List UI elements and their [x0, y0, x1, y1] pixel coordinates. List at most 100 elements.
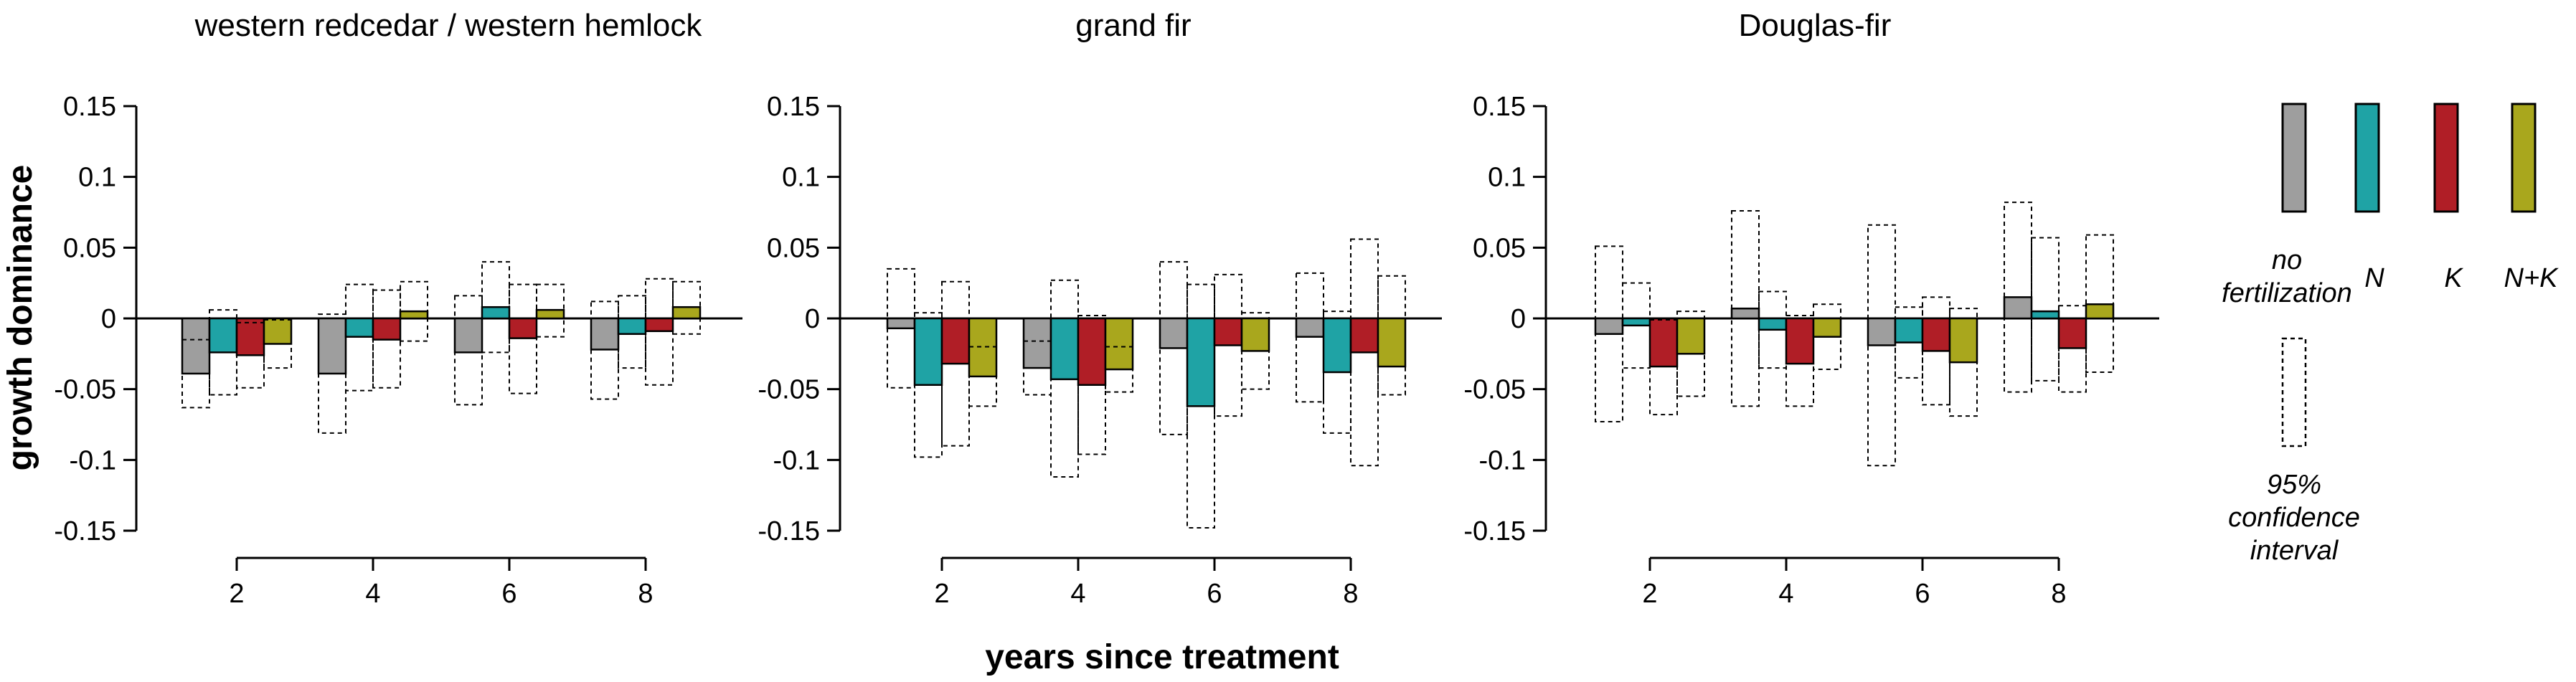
bar-NK-x6	[1240, 317, 1270, 352]
ci-N-x6	[1186, 283, 1215, 529]
y-axis-title: growth dominance	[1, 165, 39, 471]
ci-none-x8	[590, 300, 619, 400]
legend-ci-label: 95%	[2267, 470, 2321, 500]
x-tick-label: 8	[2051, 579, 2066, 609]
ci-NK-x4	[1105, 346, 1133, 393]
bar-N-x6	[1894, 317, 1924, 344]
y-tick-label: 0.1	[782, 163, 820, 193]
bar-none-x8	[2003, 296, 2033, 320]
ci-K-x4	[372, 289, 401, 389]
bar-K-x8	[644, 317, 674, 333]
y-tick-label: -0.15	[54, 516, 116, 546]
ci-K-x2	[236, 321, 265, 389]
legend-swatch-NK	[2511, 103, 2537, 213]
chart-panels: western redcedar / western hemlock 0.15 0.…	[54, 8, 2159, 609]
x-tick-label: 8	[1343, 579, 1358, 609]
ci-NK-x4	[1813, 303, 1841, 371]
bar-NK-x6	[535, 308, 565, 320]
bar-none-x6	[1867, 317, 1897, 346]
legend-swatch-N	[2354, 103, 2380, 213]
bar-none-x2	[1594, 317, 1624, 335]
bar-N-x2	[208, 317, 238, 354]
bar-K-x2	[940, 317, 971, 365]
legend-swatch-K	[2433, 103, 2459, 213]
bar-none-x4	[317, 317, 347, 375]
bar-NK-x2	[1676, 317, 1706, 355]
y-tick-label: 0.15	[63, 92, 116, 122]
x-tick-label: 2	[229, 579, 244, 609]
bar-K-x2	[1648, 317, 1679, 368]
bar-none-x2	[181, 317, 211, 375]
bar-N-x8	[1322, 317, 1352, 374]
ci-none-x4	[1731, 210, 1760, 407]
panel-2: grand fir 0.15 0.1 0.05 0 -0.05 -0.1 -0.15 2 4 6 8	[758, 8, 1442, 609]
bar-NK-x2	[263, 317, 293, 345]
y-tick-label: -0.1	[70, 445, 116, 475]
legend-label-K: K	[2444, 263, 2463, 293]
legend-ci-label: confidence	[2228, 503, 2360, 533]
ci-none-x2	[887, 267, 915, 389]
ci-N-x6	[481, 261, 510, 354]
panel-1: western redcedar / western hemlock 0.15 0.…	[54, 8, 742, 609]
ci-N-x6	[1895, 306, 1923, 379]
y-tick-label: -0.1	[773, 445, 820, 475]
ci-N-x4	[1050, 279, 1079, 478]
bar-none-x8	[590, 317, 620, 351]
ci-N-x2	[914, 312, 943, 458]
ci-K-x8	[2058, 305, 2087, 393]
ci-NK-x8	[1377, 275, 1406, 396]
bar-N-x2	[1621, 317, 1651, 327]
legend-label-none: fertilization	[2222, 278, 2352, 308]
bar-NK-x4	[1812, 317, 1842, 338]
bar-K-x6	[508, 317, 538, 339]
x-tick-label: 6	[1915, 579, 1930, 609]
bar-NK-x6	[1948, 317, 1978, 364]
ci-NK-x6	[1241, 312, 1270, 390]
y-tick-label: 0.05	[767, 233, 820, 263]
bar-NK-x8	[1377, 317, 1407, 368]
bar-K-x2	[235, 317, 265, 356]
legend-swatch-none	[2281, 103, 2307, 213]
bar-N-x4	[1758, 317, 1788, 331]
panel-title: grand fir	[1075, 8, 1191, 43]
y-tick-label: -0.05	[54, 375, 116, 405]
x-tick-label: 2	[934, 579, 949, 609]
bar-none-x6	[1159, 317, 1189, 349]
x-tick-label: 8	[638, 579, 653, 609]
x-tick-label: 4	[1778, 579, 1793, 609]
y-tick-label: -0.05	[758, 375, 820, 405]
y-tick-label: 0.1	[1488, 163, 1526, 193]
legend-label-NK: N+K	[2504, 263, 2560, 293]
ci-N-x2	[209, 309, 237, 396]
y-tick-label: 0.05	[63, 233, 116, 263]
x-tick-label: 6	[1207, 579, 1222, 609]
x-tick-label: 4	[1070, 579, 1085, 609]
bar-NK-x4	[399, 310, 429, 320]
y-tick-label: 0	[805, 304, 820, 334]
ci-K-x6	[509, 283, 537, 394]
bar-none-x8	[1295, 317, 1325, 338]
ci-NK-x8	[2085, 234, 2114, 373]
x-axis-title: years since treatment	[985, 638, 1339, 676]
ci-none-x6	[454, 295, 483, 406]
y-tick-label: -0.15	[758, 516, 820, 546]
bar-K-x8	[2057, 317, 2087, 349]
y-tick-label: 0	[1511, 304, 1526, 334]
bar-N-x2	[913, 317, 943, 386]
panel-title: Douglas-fir	[1739, 8, 1892, 43]
ci-K-x2	[941, 280, 970, 447]
bar-none-x4	[1730, 307, 1760, 320]
legend-ci-swatch	[2281, 337, 2307, 447]
legend-ci-label: interval	[2250, 536, 2339, 566]
legend-label-none: no	[2272, 245, 2302, 275]
y-tick-label: -0.1	[1479, 445, 1526, 475]
bar-NK-x2	[968, 317, 998, 378]
ci-none-x4	[1023, 340, 1052, 396]
y-tick-label: 0.1	[78, 163, 116, 193]
x-tick-label: 4	[365, 579, 380, 609]
ci-none-x2	[1595, 245, 1623, 423]
bar-N-x4	[344, 317, 374, 338]
ci-N-x8	[2031, 237, 2060, 382]
